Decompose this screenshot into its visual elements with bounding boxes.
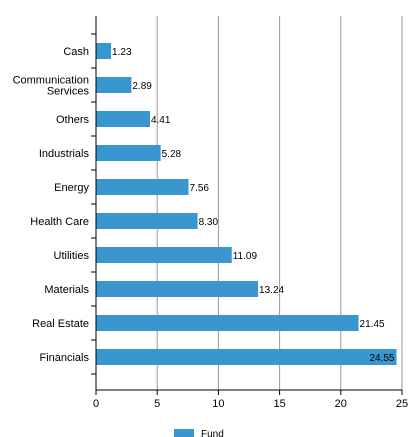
legend: Fund [174,429,224,437]
value-label-health-care: 8.30 [199,217,219,228]
x-tick-label-5: 5 [154,398,160,410]
bars [96,43,397,365]
x-tick-label-25: 25 [396,398,408,410]
category-label-utilities: Utilities [54,250,90,262]
category-label-others: Others [56,114,90,126]
bar-financials [96,349,397,365]
value-label-materials: 13.24 [259,285,284,296]
category-label-real-estate: Real Estate [32,318,89,330]
x-tick-label-0: 0 [93,398,99,410]
category-label-communication-services: Communication Services [13,75,90,98]
x-tick-labels: 0 5 10 15 20 25 [93,398,408,410]
bar-industrials [96,145,161,161]
value-label-financials: 24.55 [369,353,394,364]
bar-communication-services [96,77,132,93]
category-label-materials: Materials [44,284,89,296]
value-label-others: 4.41 [151,115,171,126]
value-label-cash: 1.23 [112,47,132,58]
x-tick-label-10: 10 [212,398,224,410]
bar-cash [96,43,112,59]
bar-utilities [96,247,232,263]
value-label-communication-services: 2.89 [132,81,152,92]
bar-health-care [96,213,198,229]
category-label-energy: Energy [54,182,89,194]
category-label-financials: Financials [39,352,89,364]
bar-others [96,111,150,127]
category-label-industrials: Industrials [39,148,90,160]
bar-energy [96,179,189,195]
category-labels: Cash Communication Services Others Industria… [13,46,90,364]
category-label-health-care: Health Care [30,216,89,228]
value-label-energy: 7.56 [190,183,210,194]
value-labels: 1.23 2.89 4.41 5.28 7.56 8.30 11.09 13.24 21.45 2… [112,47,395,364]
legend-label-fund: Fund [201,429,224,437]
category-label-cash: Cash [63,46,89,58]
x-tick-label-20: 20 [335,398,347,410]
grid-lines [156,16,403,390]
axes [91,16,403,395]
bar-real-estate [96,315,359,331]
bar-materials [96,281,259,297]
legend-swatch-fund [174,429,194,437]
x-tick-label-15: 15 [273,398,285,410]
value-label-real-estate: 21.45 [360,319,385,330]
value-label-utilities: 11.09 [233,251,258,262]
value-label-industrials: 5.28 [162,149,182,160]
